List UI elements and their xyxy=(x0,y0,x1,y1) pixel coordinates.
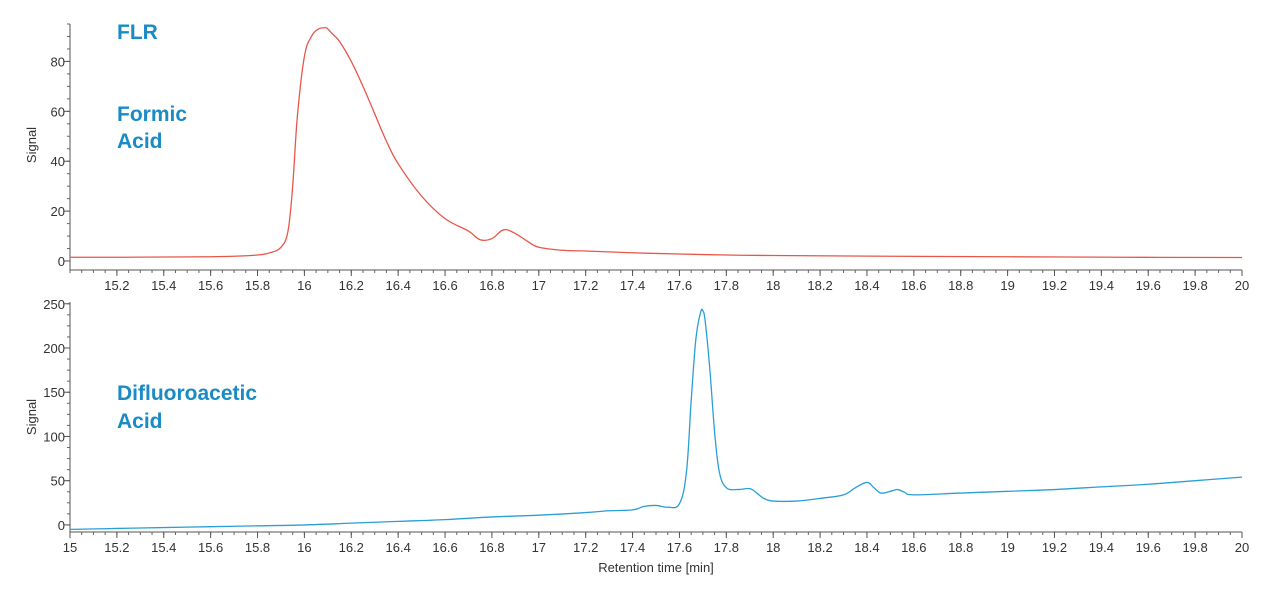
x-tick-label: 19 xyxy=(1000,278,1014,293)
series-line xyxy=(69,308,1243,530)
x-tick-label: 19.4 xyxy=(1089,540,1114,555)
x-tick-label: 20 xyxy=(1235,278,1249,293)
x-tick-label: 18.6 xyxy=(901,278,926,293)
x-tick-label: 18.8 xyxy=(948,540,973,555)
y-tick-label: 20 xyxy=(51,204,65,219)
x-tick-label: 15 xyxy=(63,540,77,555)
x-tick-label: 18.2 xyxy=(807,278,832,293)
x-tick-label: 16.4 xyxy=(386,278,411,293)
x-tick-label: 16.2 xyxy=(339,278,364,293)
x-tick-label: 17.6 xyxy=(667,540,692,555)
y-axis-title: Signal xyxy=(24,127,39,163)
x-tick-label: 16.8 xyxy=(479,540,504,555)
x-tick-label: 17.2 xyxy=(573,278,598,293)
annotation-flr: FLR xyxy=(117,21,158,44)
x-tick-label: 19.8 xyxy=(1182,540,1207,555)
y-tick-label: 150 xyxy=(43,385,65,400)
x-tick-label: 16 xyxy=(297,540,311,555)
x-tick-label: 17.2 xyxy=(573,540,598,555)
y-tick-label: 60 xyxy=(51,104,65,119)
x-tick-label: 18.4 xyxy=(854,278,879,293)
annotation-formic: Formic xyxy=(117,103,187,126)
series-line xyxy=(69,27,1243,259)
x-tick-label: 19.2 xyxy=(1042,278,1067,293)
y-tick-label: 80 xyxy=(51,54,65,69)
x-tick-label: 19.8 xyxy=(1182,278,1207,293)
x-tick-label: 15.4 xyxy=(151,278,176,293)
x-tick-label: 15.8 xyxy=(245,278,270,293)
x-tick-label: 15.2 xyxy=(104,540,129,555)
x-tick-label: 16.8 xyxy=(479,278,504,293)
x-tick-label: 15.4 xyxy=(151,540,176,555)
x-tick-label: 19.6 xyxy=(1136,540,1161,555)
x-tick-label: 19 xyxy=(1000,540,1014,555)
x-tick-label: 18.8 xyxy=(948,278,973,293)
x-tick-label: 20 xyxy=(1235,540,1249,555)
x-tick-label: 15.6 xyxy=(198,540,223,555)
x-tick-label: 16.6 xyxy=(432,278,457,293)
x-tick-label: 17.4 xyxy=(620,278,645,293)
x-tick-label: 19.6 xyxy=(1136,278,1161,293)
x-tick-label: 16 xyxy=(297,278,311,293)
x-tick-label: 19.4 xyxy=(1089,278,1114,293)
x-tick-label: 17.4 xyxy=(620,540,645,555)
x-tick-label: 16.6 xyxy=(432,540,457,555)
x-axis-title: Retention time [min] xyxy=(598,560,714,575)
x-tick-label: 19.2 xyxy=(1042,540,1067,555)
x-tick-label: 17 xyxy=(532,540,546,555)
x-tick-label: 15.8 xyxy=(245,540,270,555)
y-axis-title: Signal xyxy=(24,399,39,435)
y-tick-label: 40 xyxy=(51,154,65,169)
x-tick-label: 16.2 xyxy=(339,540,364,555)
y-tick-label: 250 xyxy=(43,297,65,312)
x-tick-label: 17.8 xyxy=(714,540,739,555)
annotation-difluoroacetic: Difluoroacetic xyxy=(117,382,257,405)
annotation-acid-formic: Acid xyxy=(117,130,163,153)
flr-formic-acid-panel: FLR Formic Acid Signal 15.2 15.4 15.6 15.8 1… xyxy=(24,21,1249,293)
y-tick-label: 100 xyxy=(43,429,65,444)
x-tick-label: 16.4 xyxy=(386,540,411,555)
x-tick-label: 15.2 xyxy=(104,278,129,293)
annotation-acid-difluoroacetic: Acid xyxy=(117,410,163,433)
difluoroacetic-acid-panel: Difluoroacetic Acid Signal Retention tim… xyxy=(24,297,1249,575)
x-tick-label: 17 xyxy=(532,278,546,293)
y-tick-label: 0 xyxy=(58,518,65,533)
y-tick-label: 200 xyxy=(43,341,65,356)
x-tick-label: 18.2 xyxy=(807,540,832,555)
x-tick-label: 17.8 xyxy=(714,278,739,293)
y-tick-label: 50 xyxy=(51,474,65,489)
x-tick-label: 15.6 xyxy=(198,278,223,293)
y-tick-label: 0 xyxy=(58,254,65,269)
x-tick-label: 18 xyxy=(766,540,780,555)
x-tick-label: 17.6 xyxy=(667,278,692,293)
x-tick-label: 18.6 xyxy=(901,540,926,555)
x-tick-label: 18.4 xyxy=(854,540,879,555)
x-tick-label: 18 xyxy=(766,278,780,293)
